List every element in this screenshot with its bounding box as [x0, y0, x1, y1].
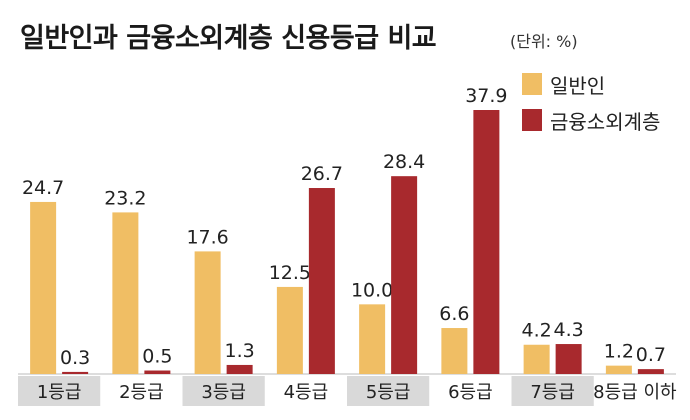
data-label-excluded: 26.7 — [301, 163, 343, 185]
legend-label-excluded: 금융소외계층 — [550, 109, 661, 134]
bar-excluded — [144, 370, 171, 374]
data-label-general: 10.0 — [351, 279, 393, 301]
chart-title: 일반인과 금융소외계층 신용등급 비교 — [20, 23, 437, 54]
bar-excluded — [62, 371, 89, 374]
bar-excluded — [308, 188, 335, 374]
x-tick-label: 3등급 — [201, 382, 246, 403]
category-band — [511, 376, 594, 406]
x-tick-label: 6등급 — [448, 382, 493, 403]
data-label-general: 24.7 — [22, 177, 64, 199]
category-band — [347, 376, 430, 406]
bar-excluded — [391, 176, 418, 374]
data-label-general: 17.6 — [186, 226, 228, 248]
category-band — [182, 376, 265, 406]
data-label-excluded: 0.7 — [636, 344, 666, 366]
data-label-general: 23.2 — [104, 187, 146, 209]
bar-general — [441, 328, 468, 374]
data-label-excluded: 4.3 — [554, 319, 584, 341]
data-label-general: 4.2 — [522, 320, 552, 342]
data-label-excluded: 28.4 — [383, 151, 425, 173]
bar-general — [359, 304, 386, 374]
x-tick-label: 1등급 — [37, 382, 82, 403]
legend-swatch-general — [522, 73, 542, 95]
legend-swatch-excluded — [522, 109, 542, 131]
data-label-excluded: 37.9 — [465, 85, 507, 107]
x-tick-label: 4등급 — [284, 382, 329, 403]
data-label-excluded: 1.3 — [225, 340, 255, 362]
bar-excluded — [473, 110, 500, 374]
bar-general — [523, 344, 550, 374]
data-label-excluded: 0.3 — [60, 347, 90, 369]
bar-general — [112, 212, 139, 374]
bar-excluded — [637, 369, 664, 374]
legend-item-general: 일반인 — [522, 70, 605, 98]
data-label-excluded: 0.5 — [142, 346, 172, 368]
legend-label-general: 일반인 — [550, 73, 606, 98]
bar-general — [30, 201, 57, 374]
x-tick-label: 5등급 — [366, 382, 411, 403]
unit-label: (단위: %) — [510, 32, 578, 51]
data-label-general: 6.6 — [439, 303, 469, 325]
data-label-general: 12.5 — [269, 262, 311, 284]
x-tick-label: 8등급 이하 — [593, 382, 677, 403]
category-band — [18, 376, 101, 406]
data-label-general: 1.2 — [604, 341, 634, 363]
bar-general — [605, 365, 632, 374]
x-tick-label: 7등급 — [530, 382, 575, 403]
legend-item-excluded: 금융소외계층 — [522, 106, 660, 134]
bar-general — [194, 251, 221, 374]
bar-excluded — [226, 364, 253, 374]
bar-excluded — [555, 344, 582, 374]
bar-general — [276, 286, 303, 374]
x-tick-label: 2등급 — [119, 382, 164, 403]
